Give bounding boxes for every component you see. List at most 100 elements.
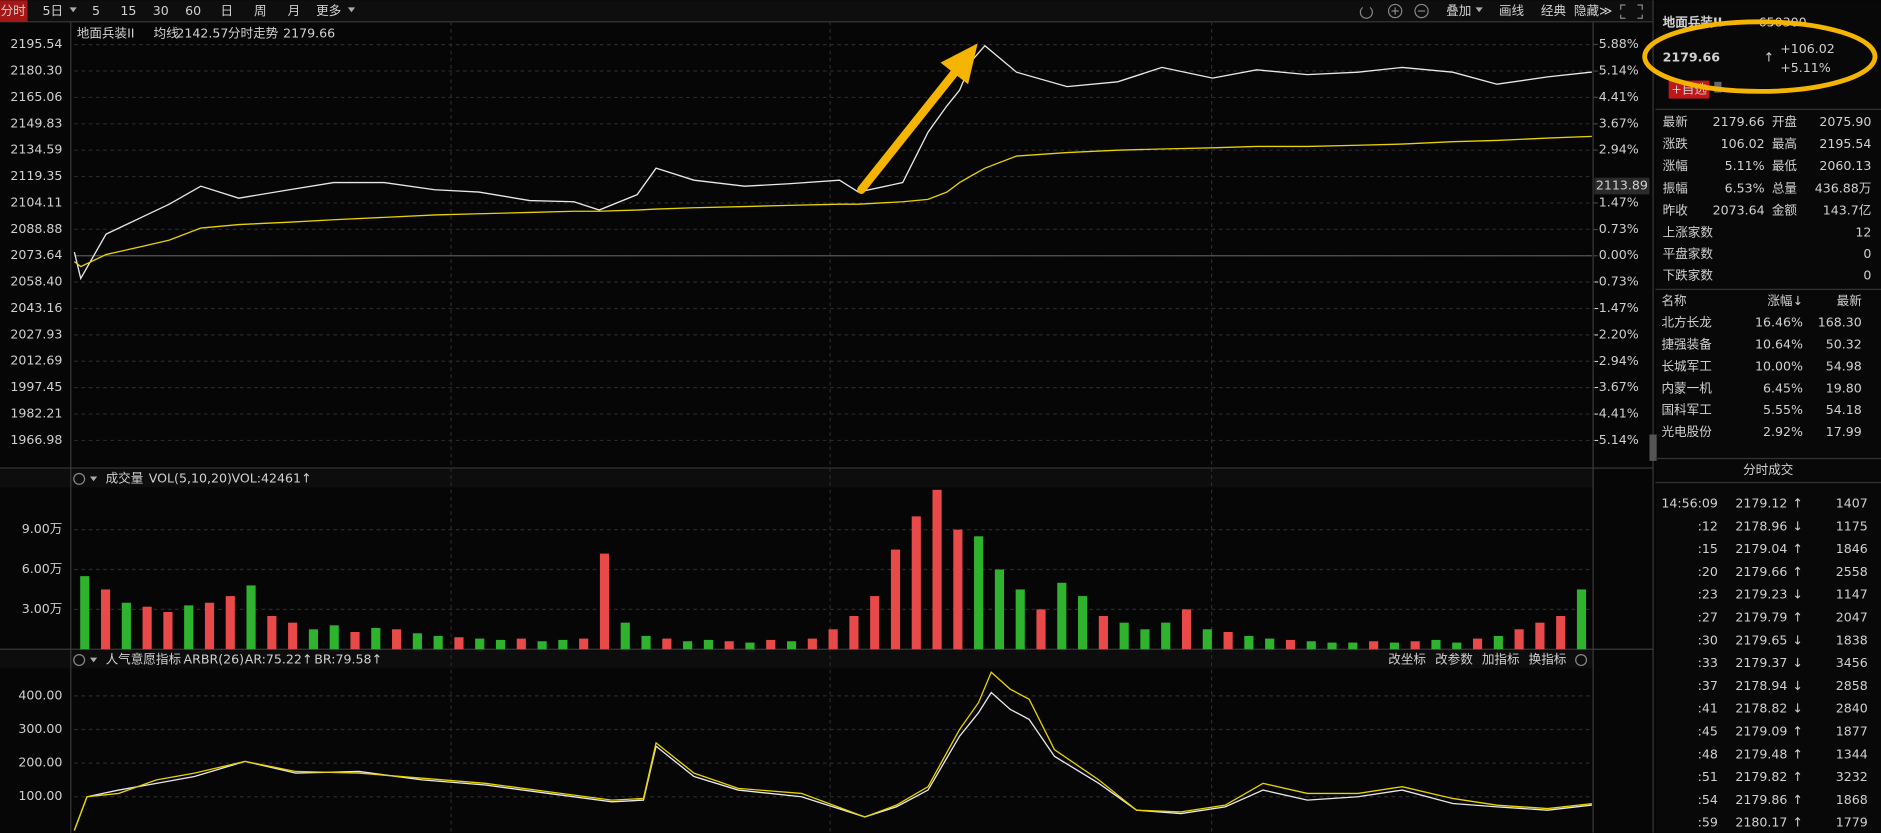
dropdown-icon[interactable] — [89, 476, 98, 482]
avg-value: 2142.57 — [176, 25, 228, 40]
volume-bar — [974, 536, 984, 650]
trade-price: 2179.04 — [1735, 541, 1787, 556]
volume-bar — [1181, 609, 1192, 650]
current-price-tag — [1594, 177, 1650, 195]
volume-bar — [392, 629, 402, 650]
table-header[interactable]: 名称 — [1661, 293, 1687, 308]
breadth-label: 下跌家数 — [1663, 268, 1714, 283]
stat-value: 2060.13 — [1819, 158, 1871, 173]
trade-arrow: ↑ — [1792, 792, 1803, 807]
trade-time: :33 — [1698, 655, 1718, 670]
peer-cell[interactable]: 国科军工 — [1661, 402, 1711, 417]
zoom-out-icon[interactable] — [1414, 3, 1429, 19]
trade-time: 14:56:09 — [1661, 496, 1718, 511]
y-tick-label: 1997.45 — [10, 379, 62, 394]
volume-bar — [890, 549, 901, 650]
peer-cell[interactable]: 北方长龙 — [1661, 314, 1712, 329]
peer-cell[interactable]: 内蒙一机 — [1661, 380, 1712, 395]
trend-value: 2179.66 — [283, 25, 335, 40]
trade-price: 2179.79 — [1735, 610, 1787, 625]
volume-bar — [1369, 641, 1379, 650]
y2-tick-label: 3.67% — [1599, 115, 1639, 130]
stat-label: 涨幅 — [1663, 158, 1688, 173]
period-tab[interactable]: 周 — [254, 3, 267, 18]
y-tick-label: 2104.11 — [10, 194, 62, 209]
y-tick-label: 2119.35 — [10, 168, 62, 183]
volume-bar — [579, 638, 589, 650]
table-header[interactable]: 最新 — [1837, 293, 1863, 308]
tool-button[interactable]: 叠加 — [1446, 3, 1471, 18]
volume-bar — [288, 622, 298, 650]
period-tab[interactable]: 60 — [185, 3, 201, 18]
indicator-button[interactable]: 加指标 — [1482, 652, 1520, 667]
period-tab[interactable]: 分时 — [1, 3, 27, 18]
trade-price: 2179.48 — [1735, 746, 1787, 761]
y-tick-label: 6.00万 — [22, 561, 63, 576]
fullscreen-icon[interactable] — [1620, 4, 1643, 19]
avg-label: 均线 — [154, 25, 180, 40]
indicator-button[interactable]: 改坐标 — [1388, 652, 1426, 667]
period-tab[interactable]: 15 — [120, 3, 136, 18]
breadth-label: 平盘家数 — [1663, 246, 1714, 261]
close-icon[interactable] — [1575, 654, 1588, 667]
toolbar-bg — [0, 0, 1654, 22]
period-tab[interactable]: 5 — [92, 3, 100, 18]
trade-arrow: ↓ — [1792, 587, 1803, 602]
volume-bar — [1431, 639, 1441, 650]
trade-arrow: ↑ — [1792, 815, 1803, 830]
volume-bar — [620, 622, 630, 650]
volume-bar — [828, 629, 838, 650]
help-icon[interactable] — [73, 472, 86, 485]
period-tab[interactable]: 日 — [220, 3, 233, 18]
trade-arrow: ↑ — [1792, 723, 1803, 738]
tool-button[interactable]: 画线 — [1499, 3, 1525, 18]
trade-time: :48 — [1698, 746, 1718, 761]
volume-bar — [1244, 635, 1254, 650]
volume-bar — [142, 606, 152, 650]
peer-cell: 6.45% — [1763, 380, 1803, 395]
indicator-button[interactable]: 换指标 — [1529, 652, 1567, 667]
volume-bar — [1202, 629, 1212, 650]
dropdown-icon[interactable] — [89, 657, 98, 663]
trade-arrow: ↑ — [1792, 769, 1803, 784]
period-tab[interactable]: 更多 — [316, 3, 341, 18]
y2-tick-label: 0.00% — [1599, 247, 1639, 262]
trade-arrow: ↓ — [1792, 678, 1803, 693]
table-header[interactable]: 涨幅↓ — [1767, 293, 1803, 308]
peer-cell[interactable]: 光电股份 — [1661, 424, 1712, 439]
volume-bar — [80, 576, 90, 650]
volume-bar — [308, 629, 319, 650]
indicator-button[interactable]: 改参数 — [1435, 652, 1473, 667]
trade-volume: 2047 — [1836, 610, 1868, 625]
volume-bar — [849, 616, 859, 650]
volume-bar — [786, 641, 797, 650]
trade-price: 2179.86 — [1735, 792, 1787, 807]
tool-button[interactable]: 隐藏≫ — [1574, 3, 1612, 18]
volume-bar — [1472, 638, 1483, 650]
volume-bar — [683, 641, 693, 650]
y-tick-label: 1966.98 — [10, 432, 62, 447]
peer-cell: 10.64% — [1755, 336, 1803, 351]
trade-volume: 1779 — [1836, 815, 1868, 830]
y2-tick-label: -2.94% — [1594, 353, 1639, 368]
tool-button[interactable]: 经典 — [1541, 3, 1567, 18]
peer-cell[interactable]: 捷强装备 — [1661, 336, 1712, 351]
period-tab[interactable]: 30 — [153, 3, 169, 18]
volume-bar — [350, 631, 360, 650]
stat-label: 开盘 — [1772, 114, 1798, 129]
series-line — [73, 671, 1592, 831]
zoom-in-icon[interactable] — [1387, 3, 1403, 19]
trade-time: :41 — [1698, 701, 1718, 716]
trade-arrow: ↓ — [1792, 518, 1803, 533]
collapse-handle[interactable] — [1649, 434, 1657, 461]
trade-volume: 1175 — [1836, 518, 1868, 533]
peer-cell[interactable]: 长城军工 — [1661, 358, 1711, 373]
help-icon[interactable] — [73, 654, 86, 667]
stat-label: 最新 — [1663, 114, 1689, 129]
period-tab[interactable]: 月 — [288, 3, 301, 18]
peer-cell: 16.46% — [1755, 314, 1803, 329]
trade-arrow: ↑ — [1792, 610, 1803, 625]
period-tab[interactable]: 5日 — [42, 3, 63, 18]
undo-icon[interactable] — [1359, 6, 1373, 19]
